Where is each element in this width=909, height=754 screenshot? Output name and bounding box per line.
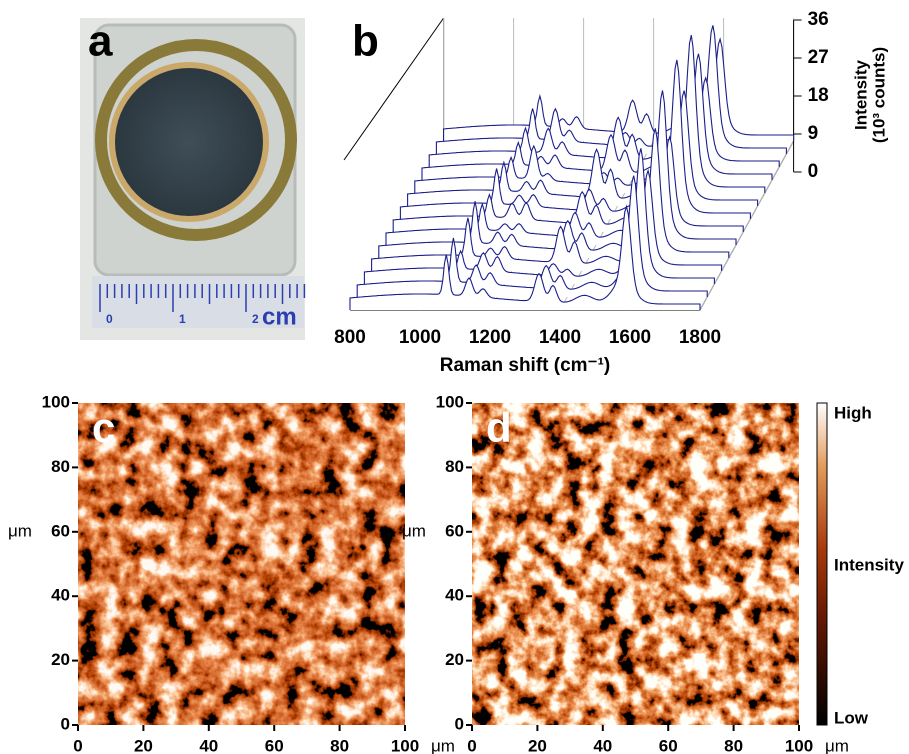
spectrum	[428, 76, 780, 167]
colorbar-low: Low	[834, 708, 869, 727]
x-tick-label: 100	[391, 736, 419, 754]
x-tick-label: 0	[467, 736, 476, 754]
x-tick-label: 1400	[539, 327, 581, 348]
x-tick-label: 80	[330, 736, 349, 754]
y-tick-label: 60	[445, 521, 464, 540]
y-tick-label: 40	[51, 586, 70, 605]
x-axis-unit: μm	[825, 736, 849, 754]
z-tick-label: 18	[808, 85, 829, 106]
ruler-unit: cm	[262, 303, 297, 330]
colorbar-high: High	[834, 403, 872, 422]
axis-box	[343, 17, 445, 161]
spectrum	[349, 204, 701, 310]
x-axis-unit: μm	[431, 736, 455, 754]
x-tick-label: 40	[593, 736, 612, 754]
colorbar	[816, 402, 828, 726]
panel-label: b	[352, 17, 379, 66]
grid-line	[699, 140, 795, 311]
z-axis-label: (10³ counts)	[869, 47, 888, 143]
z-axis-label: Intensity	[851, 60, 870, 130]
y-tick-label: 100	[436, 392, 464, 411]
spectrum	[356, 175, 708, 297]
y-tick-label: 0	[455, 714, 464, 733]
x-tick-label: 80	[724, 736, 743, 754]
colorbar-label: Intensity	[834, 555, 904, 574]
spectrum	[399, 59, 751, 219]
x-tick-label: 20	[134, 736, 153, 754]
x-tick-label: 60	[659, 736, 678, 754]
x-tick-label: 1200	[469, 327, 511, 348]
z-tick-label: 0	[808, 161, 819, 182]
panel-label: c	[92, 404, 115, 451]
y-tick-label: 0	[61, 714, 70, 733]
panel-label: d	[486, 404, 512, 451]
spectrum	[378, 128, 730, 258]
y-tick-label: 40	[445, 586, 464, 605]
x-tick-label: 60	[265, 736, 284, 754]
y-tick-label: 100	[42, 392, 70, 411]
ruler-label: 2	[252, 312, 259, 326]
photo	[80, 18, 305, 340]
ruler-label: 0	[106, 312, 113, 326]
raman-map	[78, 403, 405, 725]
x-tick-label: 1600	[609, 327, 651, 348]
x-tick-label: 40	[199, 736, 218, 754]
z-tick-label: 9	[808, 123, 819, 144]
ruler-label: 1	[179, 312, 186, 326]
y-axis-unit: μm	[402, 521, 426, 540]
y-tick-label: 80	[51, 457, 70, 476]
y-tick-label: 60	[51, 521, 70, 540]
x-tick-label: 20	[528, 736, 547, 754]
x-tick-label: 1000	[399, 327, 441, 348]
y-axis-unit: μm	[8, 521, 32, 540]
z-tick-label: 36	[808, 9, 829, 30]
x-tick-label: 0	[73, 736, 82, 754]
panel-label: a	[88, 17, 113, 66]
y-tick-label: 20	[445, 650, 464, 669]
y-tick-label: 20	[51, 650, 70, 669]
x-tick-label: 1800	[679, 327, 721, 348]
spectrum	[371, 168, 723, 271]
x-tick-label: 100	[785, 736, 813, 754]
x-tick-label: 800	[334, 327, 366, 348]
x-axis-label: Raman shift (cm⁻¹)	[440, 355, 611, 376]
raman-map	[472, 403, 799, 725]
y-tick-label: 80	[445, 457, 464, 476]
z-tick-label: 27	[808, 47, 829, 68]
